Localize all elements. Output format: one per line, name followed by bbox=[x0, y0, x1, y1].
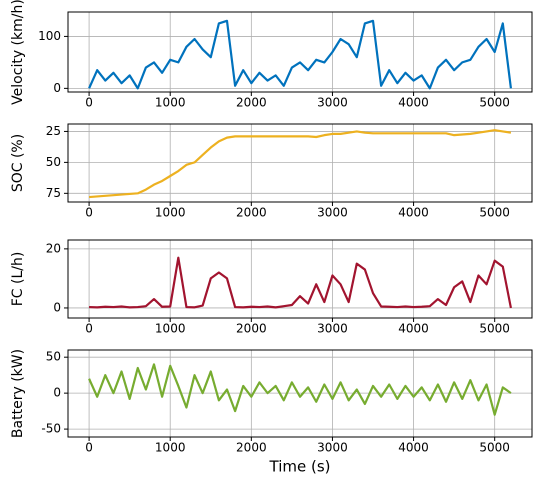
x-tick-label: 1000 bbox=[155, 322, 186, 336]
axes-frame bbox=[67, 123, 533, 203]
axes-frame bbox=[67, 349, 533, 438]
y-tick-label: 0 bbox=[53, 300, 61, 314]
y-tick-label: 100 bbox=[38, 29, 61, 43]
x-tick-label: 3000 bbox=[317, 206, 348, 220]
y-tick-label: -50 bbox=[41, 422, 61, 436]
y-axis-label: Battery (kW) bbox=[10, 349, 26, 438]
x-tick-label: 5000 bbox=[479, 96, 510, 110]
y-tick-label: 50 bbox=[46, 155, 61, 169]
y-tick-label: 25 bbox=[46, 124, 61, 138]
y-axis-label: SOC (%) bbox=[10, 134, 26, 192]
data-line bbox=[89, 256, 512, 309]
x-tick-label: 2000 bbox=[236, 322, 267, 336]
x-tick-label: 2000 bbox=[236, 206, 267, 220]
x-tick-label: 1000 bbox=[155, 441, 186, 455]
x-axis-label: Time (s) bbox=[269, 458, 331, 476]
x-tick-label: 0 bbox=[85, 96, 93, 110]
x-tick-label: 0 bbox=[85, 322, 93, 336]
axes-frame bbox=[67, 239, 533, 319]
y-tick-label: 50 bbox=[46, 350, 61, 364]
x-tick-label: 2000 bbox=[236, 441, 267, 455]
y-tick-label: 0 bbox=[53, 386, 61, 400]
x-tick-label: 5000 bbox=[479, 206, 510, 220]
x-tick-label: 1000 bbox=[155, 96, 186, 110]
x-tick-label: 4000 bbox=[398, 322, 429, 336]
x-tick-label: 0 bbox=[85, 441, 93, 455]
axes-frame bbox=[67, 11, 533, 93]
x-tick-label: 3000 bbox=[317, 96, 348, 110]
x-tick-label: 4000 bbox=[398, 441, 429, 455]
x-tick-label: 5000 bbox=[479, 441, 510, 455]
x-tick-label: 5000 bbox=[479, 322, 510, 336]
y-tick-label: 0 bbox=[53, 81, 61, 95]
y-axis-label: Velocity (km/h) bbox=[10, 0, 26, 105]
x-tick-label: 0 bbox=[85, 206, 93, 220]
data-line bbox=[88, 363, 512, 416]
x-tick-label: 3000 bbox=[317, 441, 348, 455]
x-tick-label: 4000 bbox=[398, 206, 429, 220]
x-tick-label: 4000 bbox=[398, 96, 429, 110]
x-tick-label: 2000 bbox=[236, 96, 267, 110]
y-tick-label: 20 bbox=[46, 241, 61, 255]
data-line bbox=[89, 129, 512, 199]
x-tick-label: 3000 bbox=[317, 322, 348, 336]
x-tick-label: 1000 bbox=[155, 206, 186, 220]
y-tick-label: 75 bbox=[46, 186, 61, 200]
data-line bbox=[88, 19, 513, 90]
y-axis-label: FC (L/h) bbox=[10, 252, 26, 307]
